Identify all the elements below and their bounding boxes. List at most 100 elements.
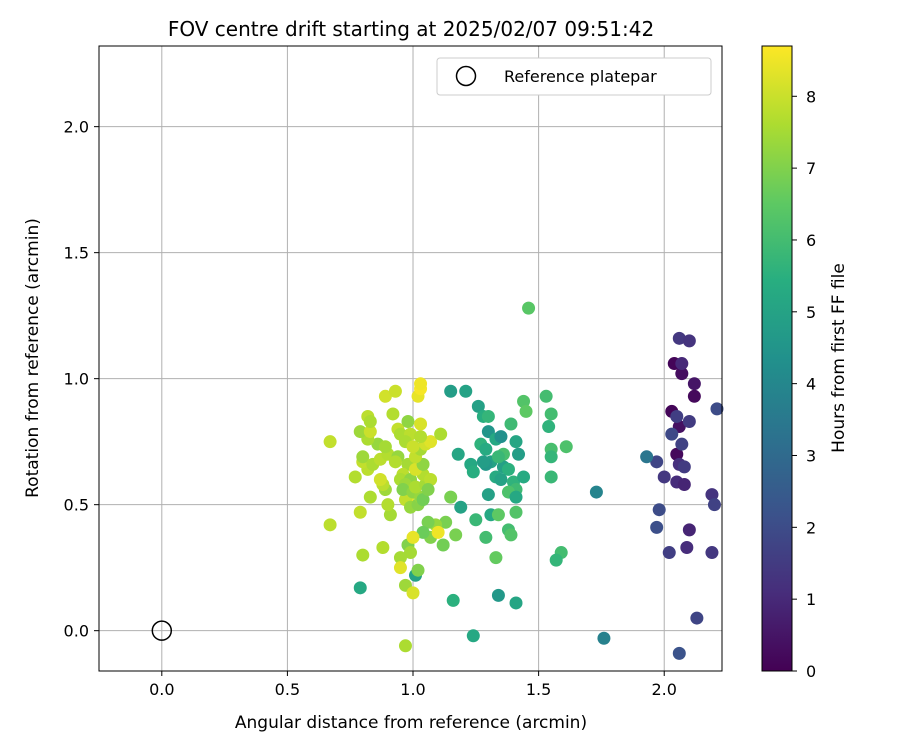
x-axis-label: Angular distance from reference (arcmin) (235, 713, 587, 733)
data-point (373, 472, 387, 486)
data-point (378, 389, 392, 403)
legend-box (436, 57, 712, 96)
data-point (479, 530, 493, 544)
data-point (707, 498, 721, 512)
data-point (544, 450, 558, 464)
data-point (509, 490, 523, 504)
data-point (356, 548, 370, 562)
y-tick-label: 1.5 (64, 244, 89, 263)
y-axis-label: Rotation from reference (arcmin) (23, 218, 43, 498)
reference-point-marker (151, 620, 173, 641)
plot-area: 0.0 0.5 1.0 1.5 2.0 0.0 0.5 1.0 1.5 2.0 (64, 45, 724, 699)
data-point (672, 646, 686, 660)
data-point (504, 528, 518, 542)
legend: Reference platepar (436, 57, 712, 96)
data-point (675, 367, 689, 381)
plot-frame (98, 45, 723, 672)
y-tick-label: 2.0 (64, 118, 89, 137)
x-tick-label: 0.0 (149, 680, 174, 699)
data-point (481, 409, 495, 423)
data-point (444, 490, 458, 504)
data-point (424, 435, 438, 449)
data-point (388, 384, 402, 398)
data-point (416, 493, 430, 507)
data-point (687, 389, 701, 403)
data-point (421, 483, 435, 497)
colorbar-tick-label: 4 (806, 375, 816, 394)
data-point (348, 470, 362, 484)
data-point (675, 357, 689, 371)
data-point (690, 611, 704, 625)
data-point (414, 377, 428, 391)
data-point (677, 478, 691, 492)
data-point (424, 472, 438, 486)
colorbar-tick-label: 1 (806, 590, 816, 609)
colorbar-tick-label: 5 (806, 303, 816, 322)
data-point (491, 588, 505, 602)
data-point (640, 450, 654, 464)
data-point (509, 596, 523, 610)
colorbar-tick-label: 3 (806, 446, 816, 465)
data-point (449, 528, 463, 542)
data-point (323, 435, 337, 449)
data-point (491, 508, 505, 522)
colorbar-tick-label: 0 (806, 662, 816, 681)
data-point (471, 399, 485, 413)
data-point (650, 520, 664, 534)
data-point (409, 480, 423, 494)
data-point (512, 447, 526, 461)
colorbar: 0 1 2 3 4 5 6 7 8 (761, 45, 816, 681)
data-point (509, 505, 523, 519)
data-point (519, 404, 533, 418)
data-point (386, 407, 400, 421)
data-point (414, 417, 428, 431)
data-point (662, 546, 676, 560)
data-point (436, 538, 450, 552)
data-point (710, 402, 724, 416)
data-point (650, 455, 664, 469)
data-point (479, 442, 493, 456)
data-point (388, 455, 402, 469)
data-point (378, 440, 392, 454)
data-point (414, 430, 428, 444)
data-point (353, 425, 367, 439)
x-tick-label: 2.0 (651, 680, 676, 699)
data-point (544, 470, 558, 484)
data-point (544, 407, 558, 421)
data-point (539, 389, 553, 403)
chart-title: FOV centre drift starting at 2025/02/07 … (168, 17, 654, 41)
data-point (404, 546, 417, 560)
x-tick-label: 1.0 (400, 680, 425, 699)
data-point (416, 525, 430, 539)
data-point (434, 427, 448, 441)
data-point (522, 301, 536, 315)
data-point (705, 546, 719, 560)
colorbar-tick-label: 6 (806, 231, 816, 250)
data-point (446, 593, 460, 607)
data-point (657, 470, 671, 484)
data-point (542, 420, 556, 434)
colorbar-label: Hours from first FF file (829, 263, 849, 453)
data-point (353, 505, 367, 519)
data-point (411, 563, 425, 577)
data-point (675, 437, 689, 451)
data-point (406, 530, 420, 544)
data-point (363, 425, 377, 439)
data-point (363, 490, 377, 504)
colorbar-gradient (761, 45, 793, 672)
data-point (393, 551, 407, 565)
data-point (353, 581, 367, 595)
colorbar-tick-label: 2 (806, 518, 816, 537)
data-point (670, 409, 684, 423)
y-tick-label: 0.0 (64, 622, 89, 641)
data-point (589, 485, 603, 499)
data-point (469, 513, 483, 527)
data-point (421, 515, 435, 529)
data-point (682, 523, 696, 537)
data-point (509, 435, 523, 449)
data-point (439, 515, 453, 529)
colorbar-tick-label: 8 (806, 87, 816, 106)
data-point (383, 508, 397, 522)
data-point (517, 470, 531, 484)
